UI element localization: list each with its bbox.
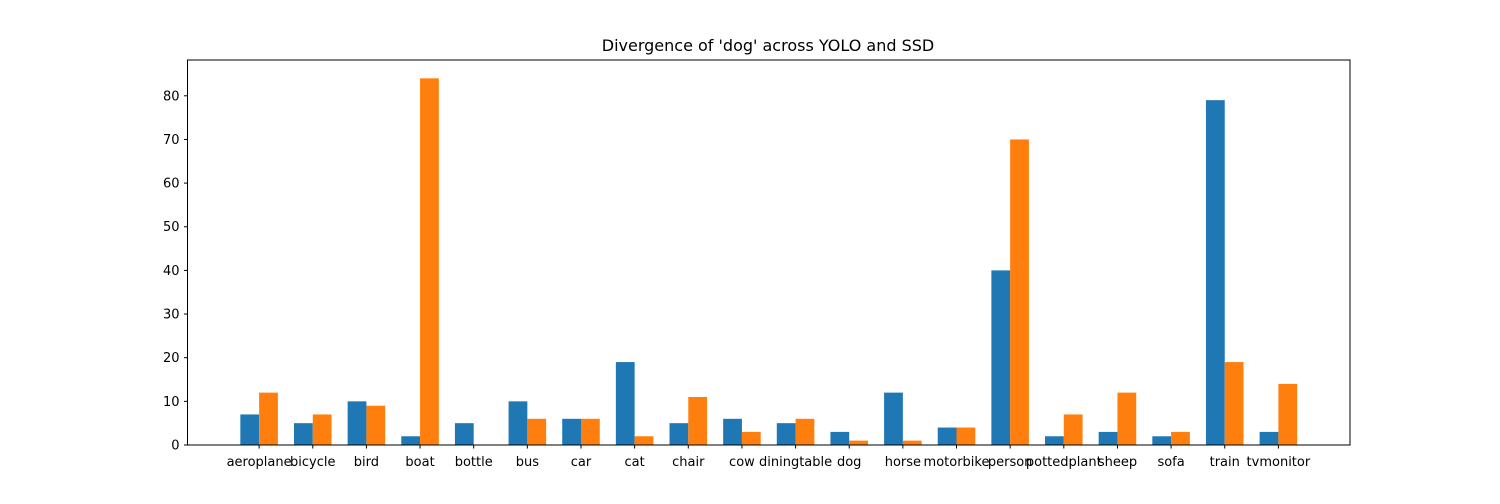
x-tick-label-bottle: bottle (455, 455, 493, 470)
x-tick-label-tvmonitor: tvmonitor (1247, 455, 1311, 470)
y-tick-label: 50 (163, 220, 180, 235)
x-tick-label-dog: dog (837, 455, 861, 470)
x-tick-label-person: person (988, 455, 1033, 470)
y-tick-label: 70 (163, 133, 180, 148)
bar-series2-person (1010, 139, 1029, 445)
bar-series2-horse (902, 440, 922, 445)
x-tick-label-cat: cat (625, 455, 645, 470)
bar-series2-car (580, 418, 600, 445)
bar-series2-cow (741, 431, 761, 445)
bar-series2-sofa (1171, 431, 1190, 445)
x-tick-label-chair: chair (672, 455, 705, 470)
bar-series2-pottedplant (1063, 414, 1083, 445)
bars-group (240, 78, 1298, 446)
bar-series1-dog (830, 431, 850, 445)
x-tick-label-aeroplane: aeroplane (227, 455, 292, 470)
bar-series1-cat (615, 362, 635, 445)
y-tick-label: 20 (163, 351, 180, 366)
bar-series2-aeroplane (259, 392, 278, 445)
bar-series1-tvmonitor (1259, 431, 1279, 445)
y-tick-label: 10 (163, 395, 180, 410)
bar-series2-boat (420, 78, 439, 445)
bar-series2-sheep (1117, 392, 1137, 445)
bar-series1-boat (401, 436, 421, 445)
bar-series1-train (1205, 100, 1225, 446)
bar-series1-sofa (1152, 436, 1172, 445)
y-tick-label: 80 (163, 89, 180, 104)
bar-series2-tvmonitor (1278, 383, 1298, 445)
x-tick-label-train: train (1210, 455, 1240, 470)
y-tick-label: 0 (171, 439, 179, 454)
bar-series1-aeroplane (240, 414, 260, 445)
bar-series1-cow (723, 418, 742, 445)
bar-series1-car (562, 418, 581, 445)
x-tick-label-pottedplant: pottedplant (1026, 455, 1102, 470)
bar-series2-cat (634, 436, 654, 445)
bar-series2-train (1224, 362, 1244, 445)
bar-series1-bird (347, 401, 367, 445)
chart-title: Divergence of 'dog' across YOLO and SSD (602, 36, 934, 55)
x-tick-label-motorbike: motorbike (924, 455, 990, 470)
bar-series1-chair (669, 423, 689, 445)
bar-series2-motorbike (956, 427, 976, 445)
bar-series1-person (991, 270, 1011, 445)
plot-frame (187, 59, 1351, 446)
x-tick-label-boat: boat (405, 455, 434, 470)
bar-series1-diningtable (776, 423, 796, 445)
bar-series1-bus (508, 401, 528, 445)
bar-series2-bird (366, 405, 386, 445)
x-tick-label-sofa: sofa (1157, 455, 1184, 470)
bar-series1-motorbike (937, 427, 957, 445)
x-tick-label-bird: bird (354, 455, 379, 470)
bar-series2-bus (527, 418, 547, 445)
bar-series2-dog (849, 440, 868, 445)
bar-series2-chair (688, 396, 708, 445)
bar-series2-bicycle (312, 414, 332, 445)
y-tick-label: 60 (163, 177, 180, 192)
x-tick-label-sheep: sheep (1098, 455, 1137, 470)
bar-series1-horse (884, 392, 903, 445)
y-tick-label: 30 (163, 308, 180, 323)
bar-series1-sheep (1098, 431, 1118, 445)
bar-series2-diningtable (795, 418, 815, 445)
x-tick-label-bus: bus (516, 455, 539, 470)
x-tick-label-diningtable: diningtable (759, 455, 832, 470)
bar-series1-pottedplant (1045, 436, 1064, 445)
x-tick-label-horse: horse (885, 455, 921, 470)
x-tick-label-cow: cow (729, 455, 755, 470)
x-tick-label-car: car (571, 455, 592, 470)
y-tick-label: 40 (163, 264, 180, 279)
bar-series1-bicycle (293, 423, 313, 445)
x-tick-label-bicycle: bicycle (290, 455, 335, 470)
bar-series1-bottle (454, 423, 474, 445)
